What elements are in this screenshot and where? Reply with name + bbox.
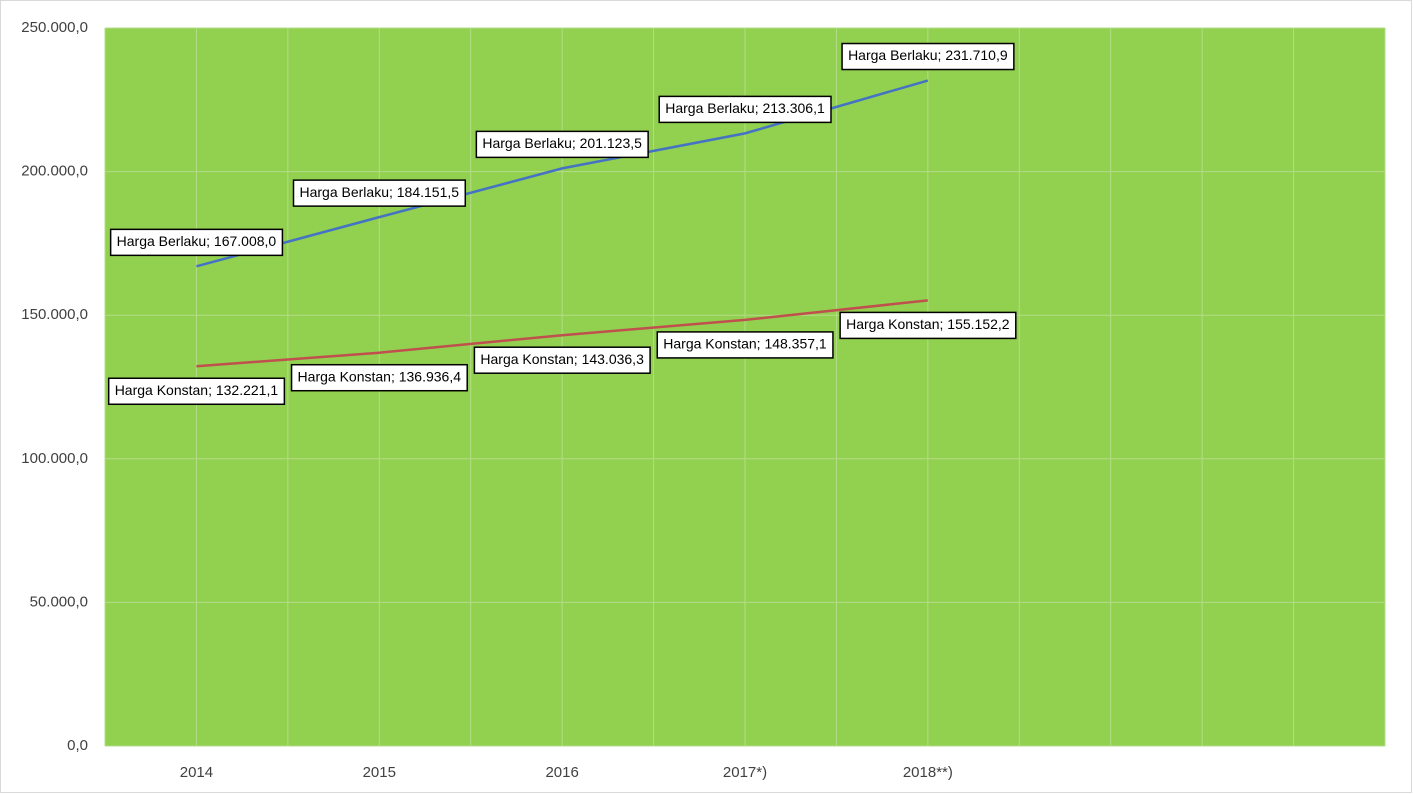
data-label-box xyxy=(109,228,284,257)
data-label: Harga Berlaku; 167.008,0 xyxy=(109,228,284,257)
y-tick-label: 150.000,0 xyxy=(21,306,88,323)
data-label-box xyxy=(658,95,832,124)
y-tick-label: 100.000,0 xyxy=(21,450,88,467)
x-tick-label: 2017*) xyxy=(723,764,767,781)
data-label: Harga Berlaku; 213.306,1 xyxy=(658,95,832,124)
data-label: Harga Berlaku; 184.151,5 xyxy=(292,179,467,207)
data-label-text: Harga Berlaku; 201.123,5 xyxy=(482,135,642,151)
y-tick-label: 50.000,0 xyxy=(30,593,88,610)
data-label-box xyxy=(839,311,1017,340)
data-label: Harga Konstan; 132.221,1 xyxy=(107,377,286,406)
data-label: Harga Konstan; 155.152,2 xyxy=(839,311,1017,340)
data-label-text: Harga Berlaku; 184.151,5 xyxy=(300,184,460,200)
data-label-box xyxy=(656,331,834,359)
y-tick-label: 200.000,0 xyxy=(21,163,88,180)
data-label: Harga Konstan; 136.936,4 xyxy=(290,363,468,392)
data-label-box xyxy=(475,130,649,159)
series-line xyxy=(196,299,928,368)
data-label-text: Harga Konstan; 136.936,4 xyxy=(298,368,462,384)
data-label-text: Harga Berlaku; 213.306,1 xyxy=(665,100,825,116)
data-label-text: Harga Konstan; 155.152,2 xyxy=(846,316,1010,332)
x-tick-label: 2014 xyxy=(180,764,213,781)
data-label-box xyxy=(292,179,467,207)
data-label-text: Harga Konstan; 132.221,1 xyxy=(115,382,279,398)
data-label: Harga Berlaku; 201.123,5 xyxy=(475,130,649,159)
y-tick-label: 250.000,0 xyxy=(21,19,88,36)
data-label-text: Harga Konstan; 143.036,3 xyxy=(480,351,644,367)
data-label-box xyxy=(107,377,286,406)
data-label-box xyxy=(841,42,1015,71)
y-tick-label: 0,0 xyxy=(67,737,88,754)
data-label: Harga Konstan; 143.036,3 xyxy=(473,346,651,374)
data-label: Harga Konstan; 148.357,1 xyxy=(656,331,834,359)
data-label-box xyxy=(473,346,651,374)
data-label-box xyxy=(290,363,468,392)
x-tick-label: 2015 xyxy=(363,764,396,781)
data-label: Harga Berlaku; 231.710,9 xyxy=(841,42,1015,71)
data-label-text: Harga Berlaku; 167.008,0 xyxy=(117,233,277,249)
x-tick-label: 2016 xyxy=(545,764,578,781)
data-label-text: Harga Konstan; 148.357,1 xyxy=(663,336,827,352)
data-label-text: Harga Berlaku; 231.710,9 xyxy=(848,47,1008,63)
x-tick-label: 2018**) xyxy=(903,764,953,781)
